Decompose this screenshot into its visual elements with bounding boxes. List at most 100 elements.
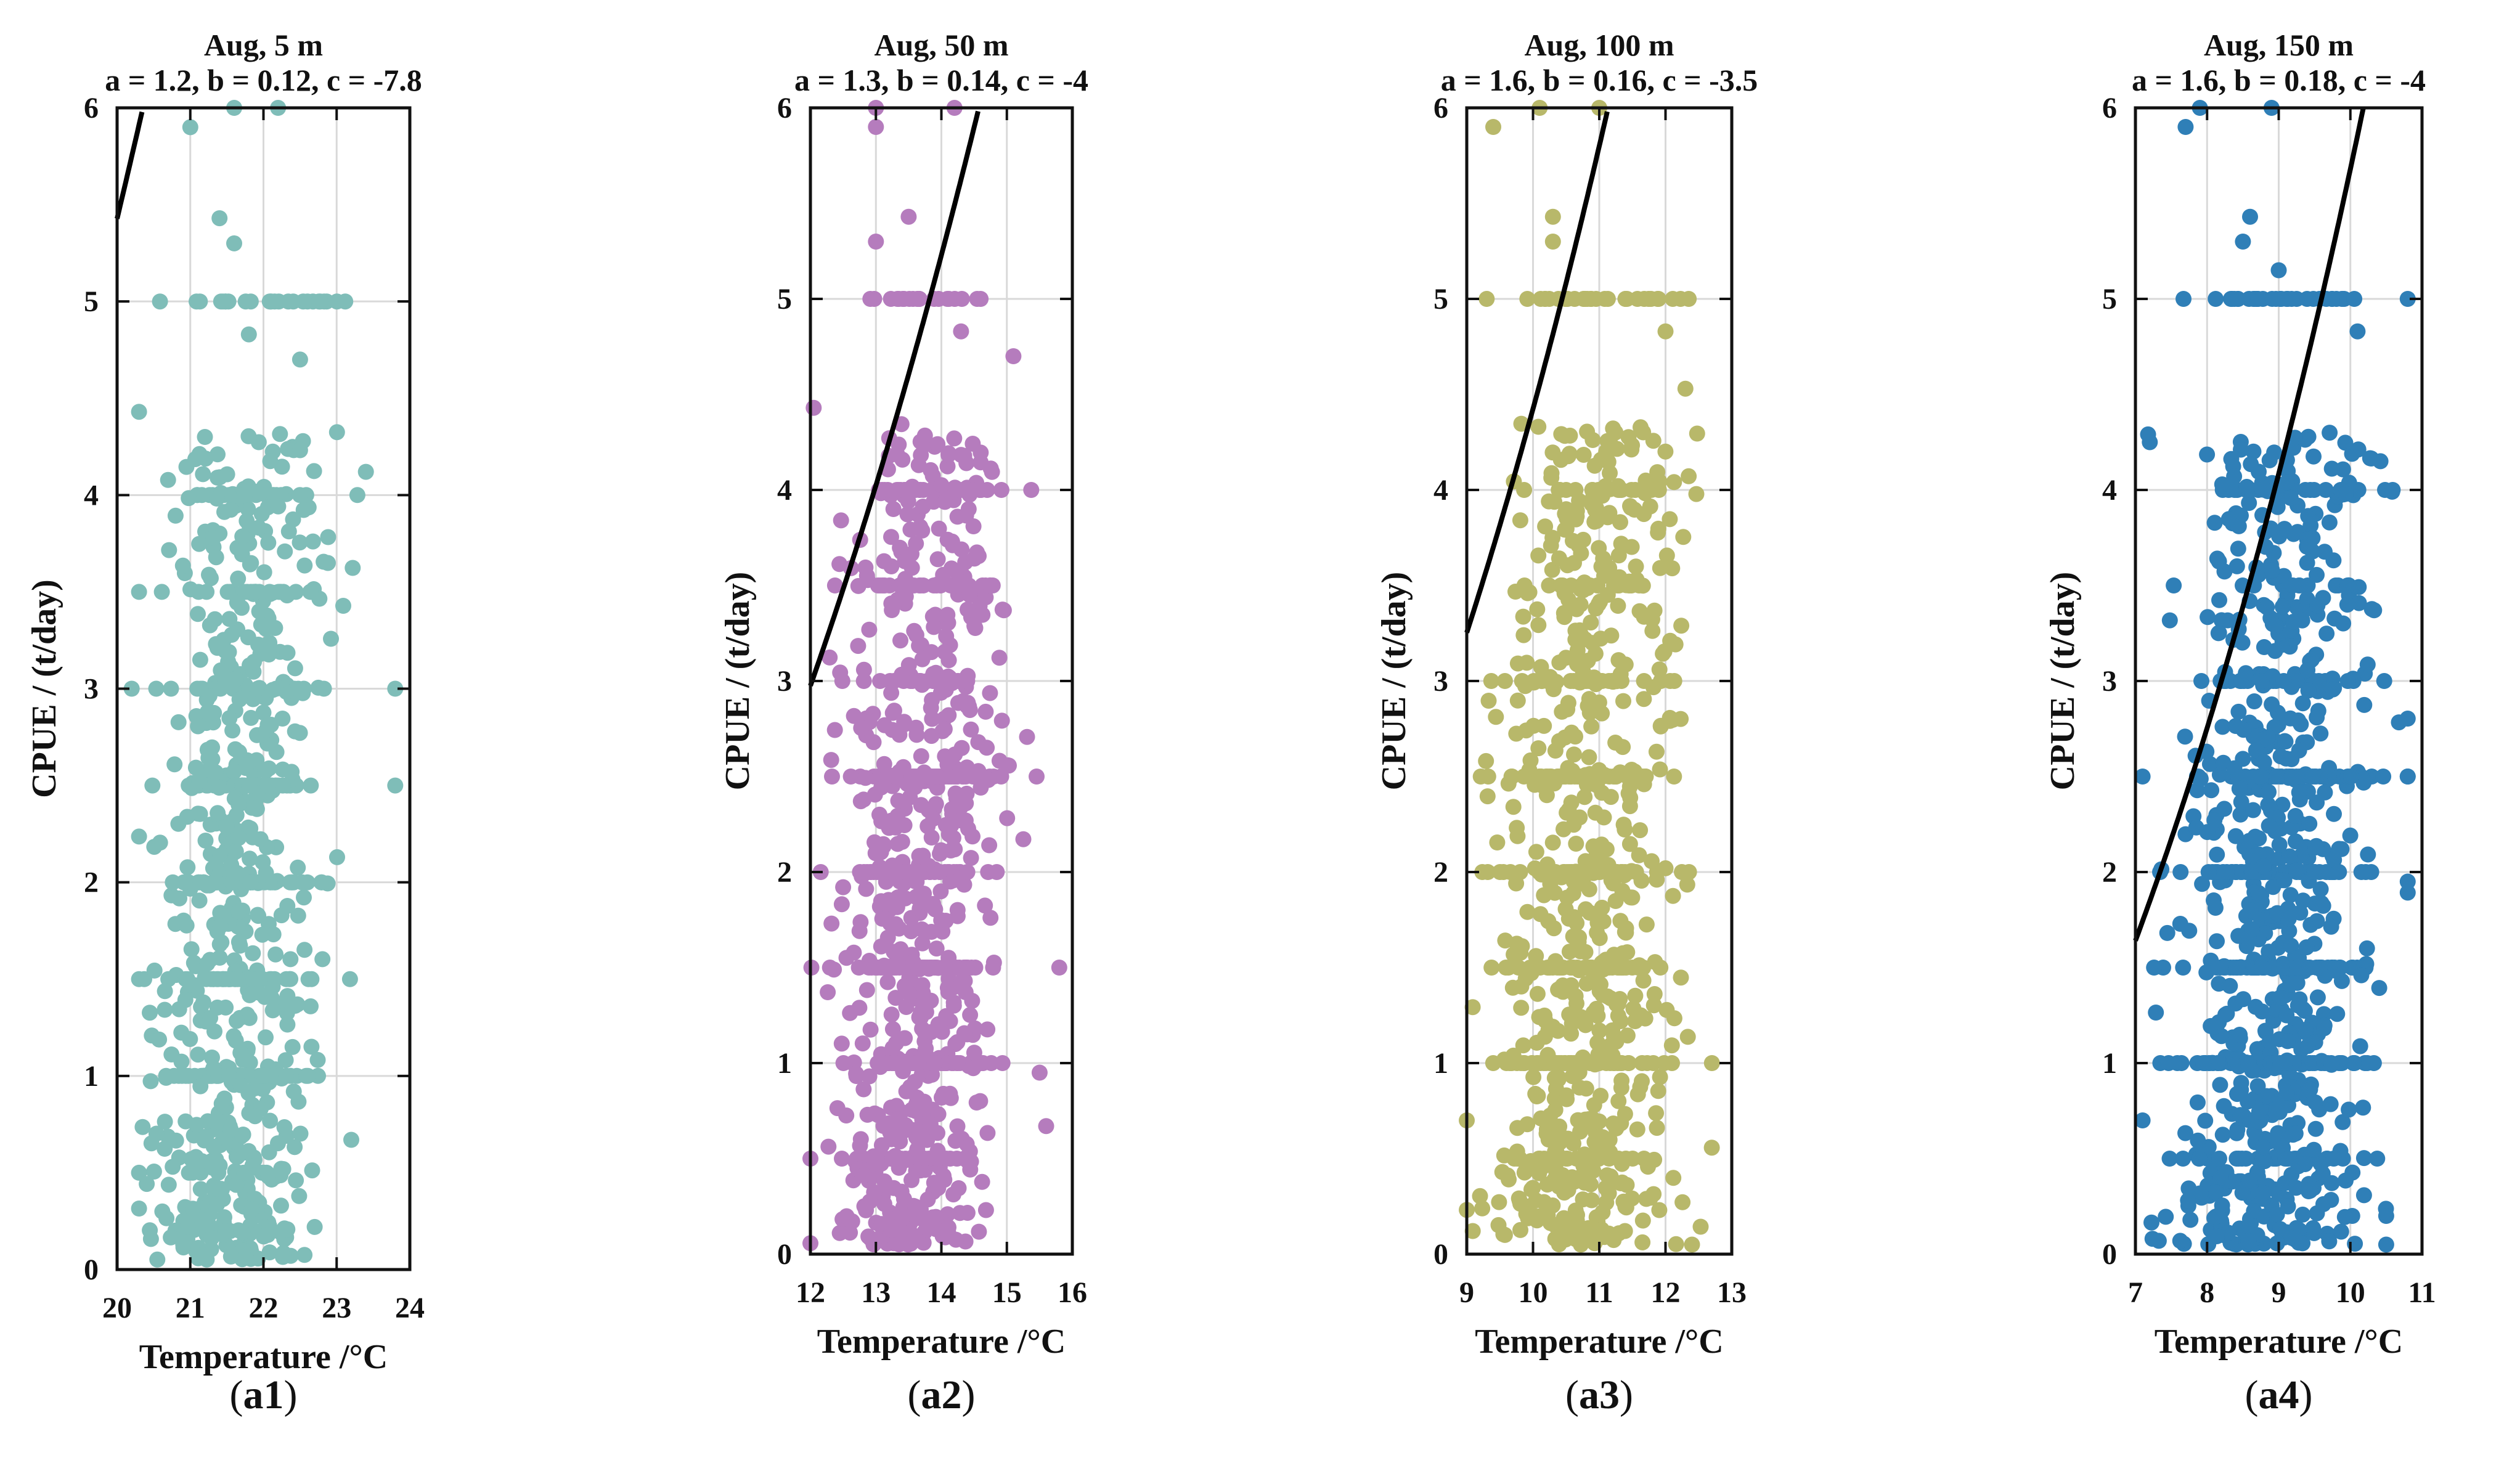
data-point — [1588, 600, 1604, 617]
data-point — [2360, 846, 2376, 863]
data-point — [2316, 1020, 2332, 1037]
data-point — [2228, 558, 2245, 574]
data-point — [938, 628, 955, 645]
data-point — [2282, 490, 2299, 506]
data-point — [1621, 836, 1638, 852]
data-point — [309, 1051, 326, 1068]
chart-title: Aug, 150 m — [2204, 28, 2354, 62]
data-point — [2272, 1221, 2288, 1237]
data-point — [2199, 824, 2216, 841]
data-point — [873, 938, 889, 955]
data-point — [937, 494, 953, 510]
data-point — [195, 874, 211, 891]
data-point — [300, 1067, 316, 1084]
data-point — [855, 661, 872, 678]
data-point — [1499, 1167, 1516, 1184]
chart-title: Aug, 5 m — [204, 28, 323, 62]
data-point — [2307, 839, 2323, 856]
data-point — [1504, 979, 1521, 996]
data-point — [2207, 1018, 2224, 1035]
data-point — [2318, 626, 2335, 642]
fit-curve — [115, 111, 145, 219]
data-point — [199, 955, 216, 972]
data-point — [1665, 1170, 1682, 1186]
data-point — [2172, 864, 2189, 880]
data-point — [2219, 1005, 2235, 1022]
data-point — [1554, 703, 1570, 720]
data-point — [822, 960, 838, 976]
data-point — [948, 790, 964, 807]
data-point — [822, 649, 838, 666]
y-tick-label: 3 — [1433, 665, 1448, 698]
data-point — [280, 523, 297, 540]
data-point — [1666, 474, 1682, 491]
data-point — [965, 1060, 982, 1077]
data-point — [142, 1005, 158, 1021]
data-point — [2351, 595, 2367, 611]
data-point — [285, 511, 301, 528]
data-point — [2352, 1038, 2368, 1054]
data-point — [1592, 864, 1609, 880]
data-point — [2399, 873, 2416, 890]
data-point — [1638, 916, 1655, 933]
data-point — [1575, 447, 1592, 463]
y-tick-label: 3 — [2102, 665, 2117, 698]
data-point — [241, 777, 258, 794]
x-tick-label: 12 — [796, 1276, 825, 1309]
data-point — [1582, 577, 1599, 593]
data-point — [255, 1228, 272, 1245]
data-point — [1668, 1236, 1684, 1252]
data-point — [1610, 598, 1626, 614]
data-point — [183, 1151, 200, 1167]
data-point — [2342, 827, 2359, 844]
data-point — [2238, 479, 2255, 495]
data-point — [2355, 1099, 2371, 1116]
data-point — [2279, 474, 2296, 491]
data-point — [928, 1221, 944, 1237]
data-point — [1703, 1140, 1720, 1156]
data-point — [1529, 985, 1546, 1002]
data-point — [278, 1067, 295, 1084]
data-point — [960, 501, 977, 518]
data-point — [163, 887, 180, 903]
data-point — [241, 1009, 258, 1026]
data-point — [230, 903, 247, 920]
data-point — [914, 935, 931, 952]
x-axis-label: Temperature /°C — [817, 1323, 1066, 1361]
data-point — [1559, 1091, 1575, 1107]
data-point — [343, 1131, 359, 1148]
data-point — [910, 1055, 927, 1071]
data-point — [242, 850, 258, 867]
data-point — [1551, 654, 1568, 671]
data-point — [1667, 636, 1684, 653]
data-point — [916, 764, 932, 781]
data-point — [158, 1067, 174, 1084]
data-point — [190, 584, 207, 600]
data-point — [2285, 577, 2301, 593]
panel-caption: (a1) — [230, 1372, 298, 1417]
data-point — [2289, 974, 2306, 991]
y-tick-label: 5 — [777, 283, 792, 316]
data-point — [2294, 695, 2311, 712]
data-point — [1688, 486, 1705, 502]
data-point — [256, 1067, 272, 1084]
data-point — [2182, 1212, 2199, 1228]
data-point — [239, 513, 255, 529]
data-point — [2209, 933, 2225, 950]
data-point — [2321, 1233, 2338, 1250]
data-point — [230, 830, 247, 846]
x-tick-label: 21 — [176, 1292, 205, 1324]
data-point — [2359, 656, 2376, 673]
data-point — [981, 837, 998, 854]
data-point — [2317, 544, 2333, 560]
data-point — [1575, 531, 1591, 548]
scatter-series — [2134, 100, 2416, 1253]
data-point — [191, 446, 208, 462]
data-point — [876, 1173, 892, 1189]
data-point — [964, 828, 981, 845]
x-tick-label: 10 — [1519, 1276, 1548, 1309]
data-point — [1610, 482, 1627, 498]
data-point — [898, 979, 915, 996]
data-point — [290, 680, 306, 697]
data-point — [191, 536, 208, 552]
